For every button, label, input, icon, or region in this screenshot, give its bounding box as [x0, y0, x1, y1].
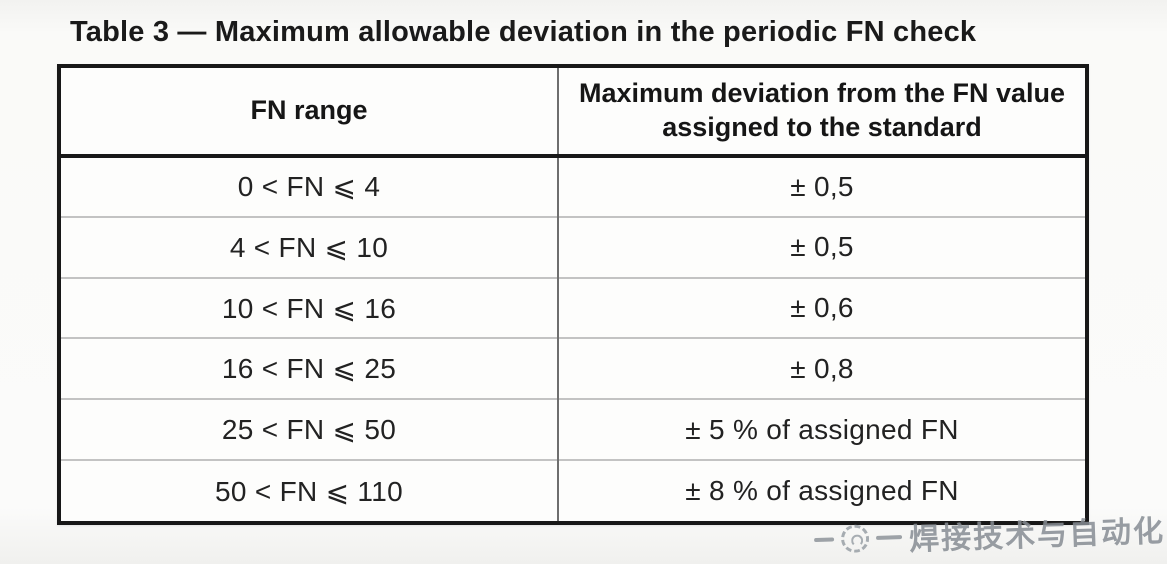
deviation-cell: ± 8 % of assigned FN — [558, 459, 1085, 521]
deviation-cell: ± 0,6 — [558, 276, 1085, 339]
fn-range-cell: 16 < FN ⩽ 25 — [61, 337, 559, 400]
table-row: 25 < FN ⩽ 50 ± 5 % of assigned FN — [61, 398, 1085, 461]
fn-table: FN range Maximum deviation from the FN v… — [61, 68, 1085, 521]
table-row: 4 < FN ⩽ 10 ± 0,5 — [61, 215, 1085, 278]
table-row: 10 < FN ⩽ 16 ± 0,6 — [61, 276, 1085, 339]
deviation-cell: ± 0,5 — [790, 170, 854, 202]
page-title: Table 3 — Maximum allowable deviation in… — [70, 16, 977, 48]
table-row: 50 < FN ⩽ 110 ± 8 % of assigned FN — [61, 459, 1085, 521]
deviation-cell: ± 0,5 — [558, 215, 1085, 278]
table-row: 16 < FN ⩽ 25 ± 0,8 — [61, 337, 1085, 400]
fn-range-cell: 0 < FN ⩽ 4 — [61, 156, 559, 217]
header-fn-range: FN range — [61, 68, 559, 158]
table-body: 0 < FN ⩽ 4 ± 0,5 4 < FN ⩽ 10 ± 0,5 10 < FN ⩽… — [61, 156, 1085, 521]
dash-left-icon — [814, 537, 835, 543]
deviation-cell: ± 5 % of assigned FN — [558, 398, 1085, 461]
deviation-cell: ± 0,8 — [558, 337, 1085, 400]
fn-range-cell: 4 < FN ⩽ 10 — [61, 215, 559, 278]
header-max-deviation: Maximum deviation from the FN value assi… — [558, 68, 1085, 158]
watermark-text: 焊接技术与自动化 — [908, 514, 1166, 557]
sketch-circle-logo-icon — [840, 524, 870, 554]
dash-mid-icon — [875, 535, 903, 540]
table-header-row: FN range Maximum deviation from the FN v… — [61, 68, 1085, 158]
fn-range-cell: 50 < FN ⩽ 110 — [61, 459, 559, 521]
fn-deviation-table: FN range Maximum deviation from the FN v… — [57, 64, 1089, 525]
table-row: 0 < FN ⩽ 4 ± 0,5 — [61, 156, 1085, 217]
fn-range-cell: 25 < FN ⩽ 50 — [61, 398, 559, 461]
fn-range-cell: 10 < FN ⩽ 16 — [61, 276, 559, 339]
